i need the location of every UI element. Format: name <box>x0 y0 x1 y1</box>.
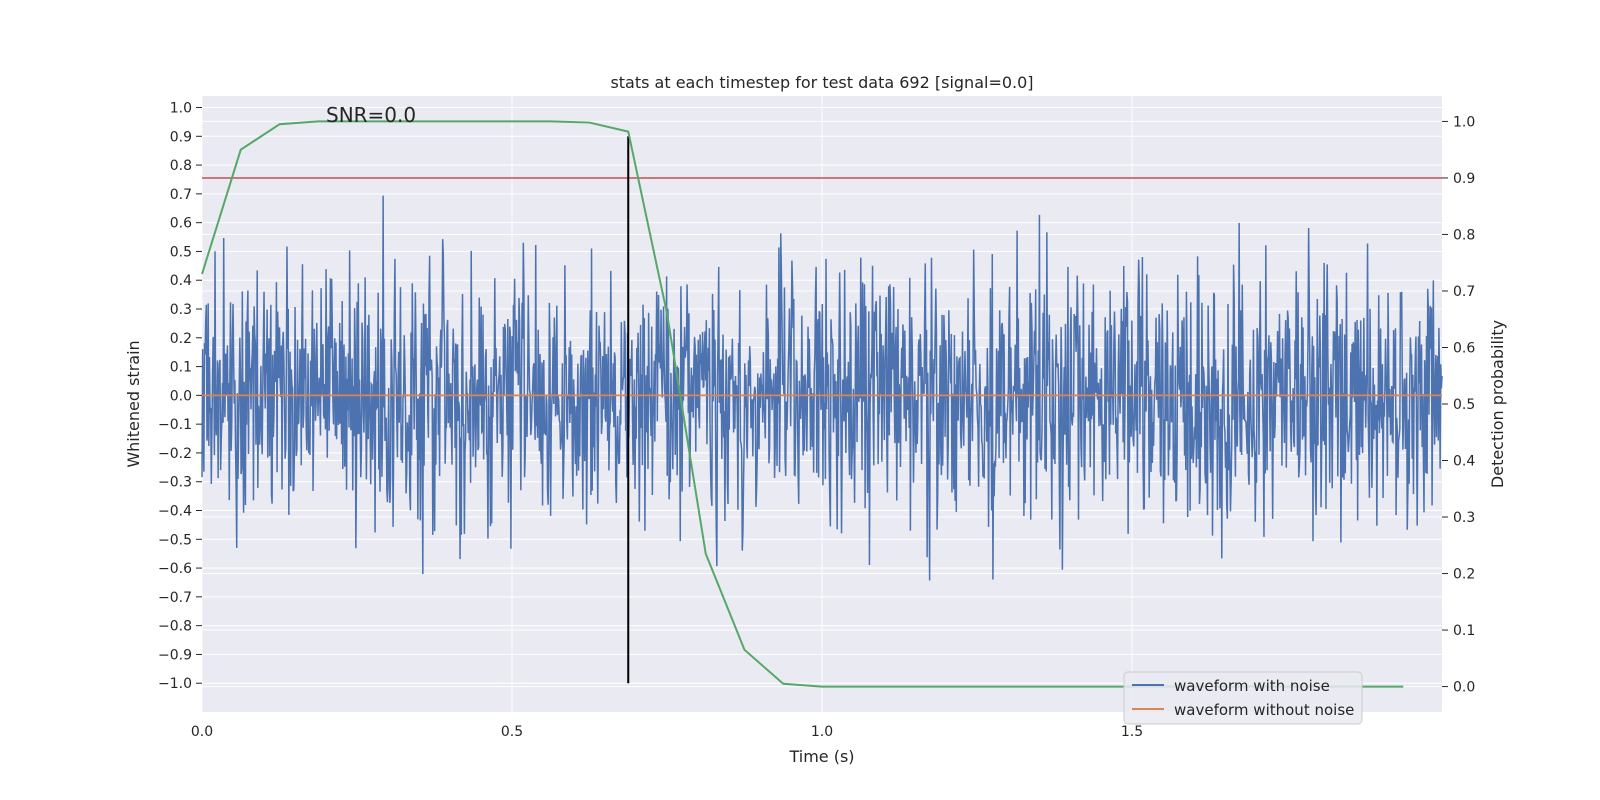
y-right-tick-label: 0.9 <box>1453 171 1475 187</box>
y-tick-label: 0.0 <box>170 388 192 404</box>
y-tick-label: −0.3 <box>158 475 192 491</box>
y-tick-label: 0.2 <box>170 331 192 347</box>
y-tick-label: 0.5 <box>170 244 192 260</box>
y-tick-label: 0.9 <box>170 129 192 145</box>
y-tick-label: −0.8 <box>158 619 192 635</box>
x-tick-label: 1.0 <box>811 724 833 740</box>
y-right-tick-label: 0.2 <box>1453 567 1475 583</box>
y-right-tick-label: 0.3 <box>1453 510 1475 526</box>
y-right-axis-label: Detection probability <box>1488 320 1507 488</box>
y-tick-label: −0.5 <box>158 532 192 548</box>
snr-annotation: SNR=0.0 <box>326 103 416 127</box>
y-axis-label: Whitened strain <box>124 340 143 467</box>
y-tick-label: 0.6 <box>170 216 192 232</box>
y-tick-label: 0.1 <box>170 360 192 376</box>
chart-title: stats at each timestep for test data 692… <box>610 73 1033 92</box>
legend-label-noise: waveform with noise <box>1174 677 1330 695</box>
y-right-tick-label: 0.6 <box>1453 340 1475 356</box>
y-right-tick-label: 0.8 <box>1453 227 1475 243</box>
y-right-tick-label: 0.1 <box>1453 623 1475 639</box>
y-tick-label: 0.4 <box>170 273 192 289</box>
y-tick-label: −0.6 <box>158 561 192 577</box>
y-right-tick-label: 1.0 <box>1453 114 1475 130</box>
legend-label-clean: waveform without noise <box>1174 701 1354 719</box>
y-tick-label: 0.8 <box>170 158 192 174</box>
x-tick-label: 0.5 <box>501 724 523 740</box>
y-tick-label: −0.7 <box>158 590 192 606</box>
y-right-tick-label: 0.0 <box>1453 680 1475 696</box>
x-axis-label: Time (s) <box>788 747 854 766</box>
y-tick-label: 1.0 <box>170 101 192 117</box>
y-right-tick-label: 0.7 <box>1453 284 1475 300</box>
y-tick-label: −0.2 <box>158 446 192 462</box>
x-tick-label: 1.5 <box>1121 724 1143 740</box>
y-tick-label: 0.7 <box>170 187 192 203</box>
legend: waveform with noise waveform without noi… <box>1123 671 1363 725</box>
y-right-tick-label: 0.5 <box>1453 397 1475 413</box>
x-tick-label: 0.0 <box>191 724 213 740</box>
y-tick-label: 0.3 <box>170 302 192 318</box>
y-right-tick-label: 0.4 <box>1453 454 1475 470</box>
series-waveform-with-noise <box>201 195 1443 581</box>
legend-box <box>1123 671 1363 725</box>
y-tick-label: −0.1 <box>158 417 192 433</box>
y-tick-label: −1.0 <box>158 676 192 692</box>
y-tick-label: −0.4 <box>158 504 192 520</box>
y-tick-label: −0.9 <box>158 647 192 663</box>
